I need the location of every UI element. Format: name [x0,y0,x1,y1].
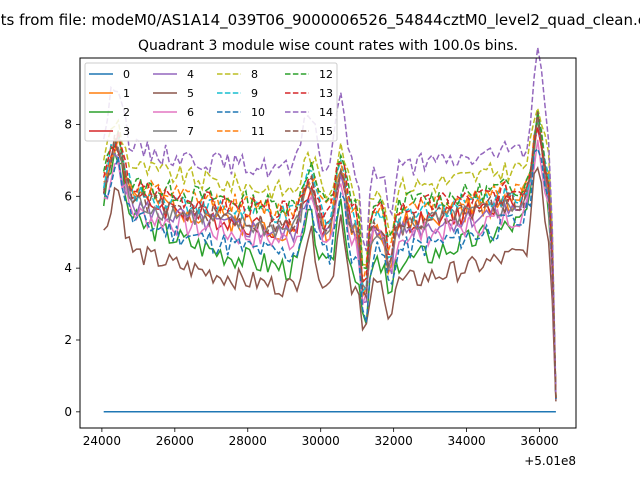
x-tick-label: 36000 [520,434,558,448]
y-tick-label: 6 [64,189,72,203]
chart-title: Quadrant 3 module wise count rates with … [138,38,518,54]
legend-label-4: 4 [187,68,194,81]
plot-area [102,47,557,413]
x-tick-label: 34000 [447,434,485,448]
x-tick-label: 32000 [375,434,413,448]
x-offset-label: +5.01e8 [524,454,576,468]
legend-label-7: 7 [187,125,194,138]
series-line-7 [102,116,557,399]
y-tick-label: 4 [64,261,72,275]
x-tick-label: 24000 [83,434,121,448]
series-line-15 [102,111,557,399]
y-tick-label: 0 [64,405,72,419]
series-line-8 [102,108,557,397]
figure-suptitle: Plots from file: modeM0/AS1A14_039T06_90… [0,11,640,30]
legend-label-12: 12 [319,68,333,81]
legend-label-5: 5 [187,87,194,100]
series-line-11 [103,126,557,398]
series-line-14 [102,47,557,396]
series-line-6 [103,139,557,400]
series-line-2 [102,117,557,400]
y-tick-label: 2 [64,333,72,347]
y-axis: 0 2 4 6 8 [64,117,80,419]
x-tick-label: 26000 [156,434,194,448]
legend-label-13: 13 [319,87,333,100]
series-line-5 [103,165,557,402]
legend-label-10: 10 [251,106,265,119]
series-line-13 [102,127,557,398]
legend-label-11: 11 [251,125,265,138]
legend-box [84,62,338,142]
legend-label-8: 8 [251,68,258,81]
legend-label-0: 0 [123,68,130,81]
legend-label-15: 15 [319,125,333,138]
series-line-12 [102,111,557,398]
y-tick-label: 8 [64,117,72,131]
legend-label-9: 9 [251,87,258,100]
axes-frame [79,57,577,429]
series-line-9 [102,115,557,398]
legend-label-14: 14 [319,106,333,119]
legend-label-1: 1 [123,87,130,100]
legend-label-2: 2 [123,106,130,119]
x-tick-label: 30000 [302,434,340,448]
series-line-10 [103,147,557,400]
legend-label-3: 3 [123,125,130,138]
x-tick-label: 28000 [229,434,267,448]
legend-label-6: 6 [187,106,194,119]
x-axis: 24000 26000 28000 30000 32000 34000 36000 [83,428,559,448]
